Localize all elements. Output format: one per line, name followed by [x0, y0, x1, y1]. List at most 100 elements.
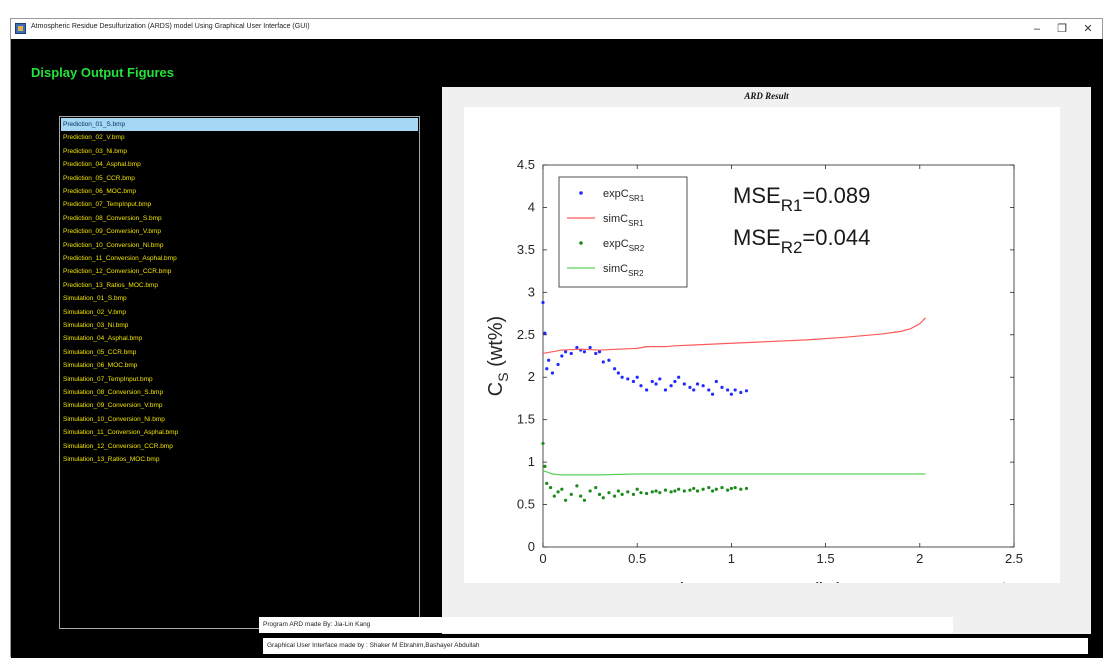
data-point-expC_SR2: [654, 489, 658, 493]
file-list-item[interactable]: Simulation_12_Conversion_CCR.bmp: [63, 442, 173, 450]
data-point-expC_SR1: [663, 388, 668, 392]
x-exponent-label: ×104: [980, 581, 1005, 583]
file-list-item[interactable]: Simulation_06_MOC.bmp: [63, 362, 138, 370]
mse-annotation: MSER2=0.044: [733, 225, 870, 257]
data-point-expC_SR2: [594, 485, 598, 490]
data-point-expC_SR1: [560, 354, 564, 358]
data-point-expC_SR2: [688, 488, 692, 492]
data-point-expC_SR1: [692, 388, 696, 392]
data-point-expC_SR2: [658, 491, 662, 495]
y-tick-label: 2: [528, 369, 535, 384]
data-point-expC_SR2: [695, 489, 700, 493]
data-point-expC_SR2: [616, 489, 620, 493]
data-point-expC_SR1: [733, 388, 737, 392]
data-point-expC_SR2: [620, 492, 624, 496]
ard-result-chart: 0 0.5 1 1.5 2 2.5 0 0.5 1 1.5 2 2.5 3 3.5 4 4.5 ×104 time…: [485, 157, 1023, 602]
data-point-expC_SR1: [695, 382, 700, 386]
y-tick-label: 1.5: [517, 412, 535, 427]
data-point-expC_SR2: [720, 485, 724, 490]
file-list-item[interactable]: Simulation_01_S.bmp: [63, 295, 127, 303]
title-bar[interactable]: Atmospheric Residue Desulfurization (ARD…: [11, 19, 1102, 40]
file-list-item[interactable]: Simulation_11_Conversion_Asphal.bmp: [63, 429, 179, 437]
y-tick-label: 0: [528, 539, 535, 554]
file-list-item[interactable]: Simulation_07_TempInput.bmp: [63, 375, 153, 383]
data-point-expC_SR2: [701, 487, 705, 491]
output-file-list[interactable]: Prediction_01_S.bmp Prediction_02_V.bmp Pr…: [59, 116, 420, 629]
data-point-expC_SR2: [556, 490, 560, 494]
series-line-simC_SR2: [542, 470, 926, 476]
legend-label: simCSR2: [603, 263, 644, 278]
file-list-item[interactable]: Simulation_04_Asphal.bmp: [63, 335, 143, 343]
data-point-expC_SR2: [569, 492, 573, 496]
gui-credit: Graphical User Interface made by : Shake…: [263, 638, 1088, 654]
x-tick-label: 2: [916, 551, 923, 566]
data-point-expC_SR1: [607, 358, 611, 362]
data-point-expC_SR1: [669, 384, 673, 388]
data-point-expC_SR2: [564, 498, 568, 502]
data-point-expC_SR2: [663, 488, 668, 492]
main-content: Display Output Figures Prediction_01_S.b…: [11, 39, 1103, 658]
y-tick-label: 4: [528, 199, 535, 214]
data-point-expC_SR2: [673, 489, 677, 493]
file-list-item[interactable]: Prediction_04_Asphal.bmp: [63, 161, 141, 169]
data-point-expC_SR1: [654, 382, 658, 386]
data-point-expC_SR2: [739, 487, 743, 491]
series-line-simC_SR1: [542, 317, 926, 355]
file-list-item[interactable]: Prediction_03_Ni.bmp: [63, 147, 127, 155]
close-button[interactable]: ✕: [1083, 23, 1093, 35]
minimize-button[interactable]: –: [1033, 23, 1041, 35]
data-point-expC_SR2: [552, 494, 556, 498]
y-tick-label: 1: [528, 454, 535, 469]
data-point-expC_SR1: [547, 358, 551, 362]
file-list-item[interactable]: Prediction_01_S.bmp: [61, 118, 418, 131]
data-point-expC_SR2: [669, 490, 673, 494]
data-point-expC_SR2: [682, 489, 686, 493]
file-list-item[interactable]: Prediction_13_Ratios_MOC.bmp: [63, 281, 159, 289]
x-tick-label: 1: [728, 551, 735, 566]
data-point-expC_SR2: [645, 491, 649, 496]
y-tick-label: 4.5: [517, 157, 535, 172]
mse-annotation: MSER1=0.089: [733, 183, 870, 215]
file-list-item[interactable]: Simulation_03_Ni.bmp: [63, 322, 129, 329]
file-list-item[interactable]: Prediction_09_Conversion_V.bmp: [63, 228, 162, 236]
legend-box: [558, 176, 688, 288]
file-list-item[interactable]: Simulation_08_Conversion_S.bmp: [63, 389, 164, 396]
x-tick-label: 2.5: [1005, 551, 1023, 566]
file-list-item[interactable]: Simulation_10_Conversion_Ni.bmp: [63, 415, 165, 423]
file-list-item[interactable]: Prediction_10_Conversion_Ni.bmp: [63, 241, 164, 249]
file-list-item[interactable]: Simulation_02_V.bmp: [63, 308, 126, 316]
app-window: Atmospheric Residue Desulfurization (ARD…: [10, 18, 1103, 658]
file-list-item[interactable]: Prediction_07_TempInput.bmp: [63, 201, 152, 209]
file-list-item[interactable]: Prediction_12_Conversion_CCR.bmp: [63, 268, 172, 276]
figure-panel: ARD Result 0 0.5 1 1.5 2 2.5 0 0.5 1 1.5 2 2.5 3 3.5 4…: [442, 87, 1091, 634]
data-point-expC_SR1: [550, 371, 555, 375]
data-point-expC_SR2: [548, 485, 553, 490]
data-point-expC_SR1: [612, 367, 617, 371]
data-point-expC_SR2: [729, 486, 733, 491]
page-title: Display Output Figures: [31, 65, 175, 80]
y-tick-label: 0.5: [517, 497, 535, 512]
data-point-expC_SR1: [635, 375, 639, 379]
data-point-expC_SR2: [733, 485, 737, 490]
file-list-item[interactable]: Simulation_05_CCR.bmp: [63, 348, 137, 356]
file-list-item[interactable]: Simulation_13_Ratios_MOC.bmp: [63, 456, 160, 463]
file-list-item[interactable]: Prediction_11_Conversion_Asphal.bmp: [63, 255, 177, 262]
data-point-expC_SR2: [607, 491, 611, 495]
data-point-expC_SR2: [582, 498, 587, 502]
data-point-expC_SR1: [726, 388, 730, 392]
file-list-item[interactable]: Prediction_02_V.bmp: [63, 134, 125, 142]
file-list-item[interactable]: Prediction_08_Conversion_S.bmp: [63, 214, 162, 222]
legend-label: simCSR1: [603, 213, 644, 228]
y-tick-label: 3: [528, 284, 535, 299]
data-point-expC_SR2: [560, 487, 564, 491]
data-point-expC_SR1: [739, 390, 743, 395]
program-credit: Program ARD made By: Jia-Lin Kang: [259, 617, 953, 633]
restore-button[interactable]: ❐: [1057, 23, 1067, 35]
data-point-expC_SR1: [616, 371, 620, 375]
x-tick-label: 0.5: [628, 551, 646, 566]
legend-label: expCSR1: [603, 188, 645, 203]
file-list-item[interactable]: Simulation_09_Conversion_V.bmp: [63, 402, 163, 410]
data-point-expC_SR1: [631, 379, 636, 384]
file-list-item[interactable]: Prediction_05_CCR.bmp: [63, 174, 135, 182]
file-list-item[interactable]: Prediction_06_MOC.bmp: [63, 188, 136, 195]
